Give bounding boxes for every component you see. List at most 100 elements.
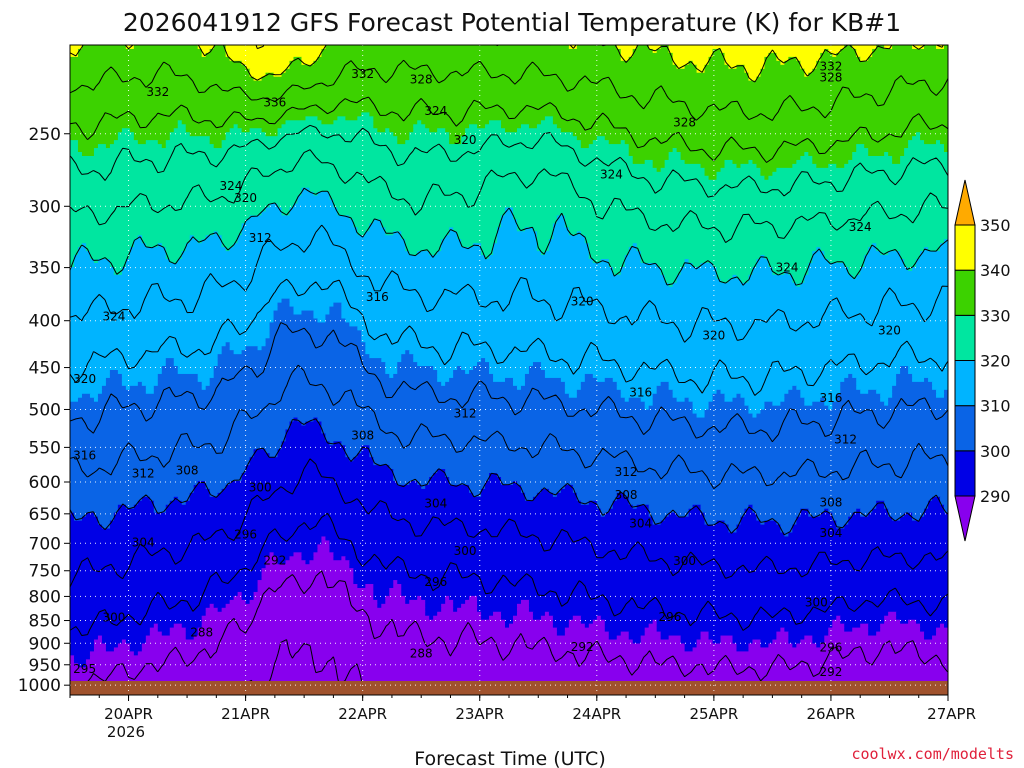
temperature-band-cell (373, 120, 418, 125)
temperature-band-cell (129, 647, 143, 652)
temperature-band-cell (445, 595, 450, 601)
temperature-band-cell (157, 377, 199, 383)
temperature-band-cell (900, 366, 909, 371)
temperature-band-cell (221, 140, 398, 145)
temperature-band-cell (70, 465, 247, 470)
temperature-band-cell (808, 270, 849, 276)
temperature-band-cell (373, 116, 546, 121)
temperature-band-cell (77, 52, 203, 58)
temperature-band-cell (544, 116, 554, 121)
temperature-band-cell (273, 552, 295, 557)
temperature-band-cell (301, 56, 319, 62)
temperature-band-cell (688, 512, 706, 518)
contour-label: 332 (146, 85, 169, 99)
temperature-band-cell (209, 48, 227, 54)
temperature-band-cell (852, 373, 897, 379)
temperature-band-cell (81, 393, 91, 399)
temperature-band-cell (896, 611, 948, 617)
contour-label: 300 (673, 554, 696, 568)
temperature-band-cell (153, 389, 566, 395)
temperature-band-cell (832, 405, 948, 411)
temperature-band-cell (197, 627, 558, 633)
temperature-band-cell (70, 595, 235, 601)
temperature-band-cell (317, 548, 331, 553)
temperature-band-cell (680, 266, 718, 272)
x-tick-label: 23APR (455, 705, 504, 723)
temperature-band-cell (389, 591, 402, 597)
contour-label: 292 (571, 640, 594, 654)
temperature-band-cell (301, 552, 315, 557)
temperature-band-cell (780, 528, 793, 534)
temperature-band-cell (516, 603, 530, 609)
contour-label: 304 (819, 526, 842, 540)
temperature-band-cell (692, 409, 706, 415)
temperature-band-cell (137, 140, 147, 145)
temperature-band-cell (628, 635, 642, 641)
temperature-band-cell (556, 124, 948, 129)
temperature-band-cell (924, 512, 948, 518)
temperature-band-cell (397, 136, 410, 141)
temperature-band-cell (876, 389, 893, 395)
temperature-band-cell (864, 262, 905, 268)
temperature-band-cell (652, 393, 674, 399)
temperature-band-cell (389, 465, 948, 470)
temperature-band-cell (345, 453, 358, 458)
temperature-band-cell (70, 108, 948, 113)
temperature-band-cell (389, 128, 414, 133)
temperature-band-cell (417, 251, 430, 256)
temperature-band-cell (668, 48, 714, 54)
temperature-band-cell (704, 171, 718, 177)
temperature-band-cell (141, 235, 191, 240)
temperature-band-cell (229, 128, 243, 133)
temperature-band-cell (121, 381, 139, 387)
temperature-band-cell (449, 231, 458, 236)
temperature-band-cell (612, 377, 845, 383)
temperature-band-cell (393, 231, 402, 236)
temperature-band-cell (489, 255, 590, 260)
temperature-band-cell (181, 255, 486, 260)
temperature-band-cell (748, 504, 754, 510)
temperature-band-cell (612, 270, 622, 276)
temperature-band-cell (205, 611, 426, 617)
temperature-band-cell (844, 524, 948, 530)
temperature-band-cell (70, 132, 119, 137)
temperature-band-cell (493, 243, 538, 248)
temperature-band-cell (892, 385, 933, 391)
temperature-band-cell (784, 393, 801, 399)
temperature-band-cell (70, 417, 295, 423)
temperature-band-cell (836, 520, 849, 526)
temperature-band-cell (405, 350, 410, 355)
temperature-band-cell (904, 148, 945, 153)
temperature-band-cell (281, 124, 374, 129)
temperature-band-cell (848, 266, 861, 272)
temperature-band-cell (70, 536, 323, 542)
temperature-band-cell (844, 627, 853, 633)
contour-label: 300 (805, 595, 828, 609)
temperature-band-cell (241, 595, 255, 601)
temperature-band-cell (70, 302, 279, 308)
temperature-band-cell (229, 480, 398, 486)
temperature-band-cell (624, 259, 642, 264)
temperature-band-cell (70, 409, 694, 415)
temperature-band-cell (752, 639, 762, 645)
temperature-band-cell (309, 187, 948, 193)
temperature-band-cell (70, 259, 75, 264)
temperature-band-cell (656, 48, 670, 54)
grid-layer (70, 45, 948, 695)
temperature-band-cell (505, 211, 514, 217)
temperature-band-cell (97, 520, 111, 526)
temperature-band-cell (728, 278, 742, 284)
temperature-band-cell (353, 457, 374, 462)
temperature-band-cell (70, 195, 299, 201)
temperature-band-cell (341, 306, 948, 312)
temperature-band-cell (301, 556, 315, 561)
temperature-band-cell (70, 544, 319, 549)
temperature-band-cell (516, 611, 534, 617)
temperature-band-cell (209, 381, 442, 387)
temperature-band-cell (185, 128, 231, 133)
temperature-band-cell (425, 124, 470, 129)
temperature-band-cell (672, 148, 678, 153)
temperature-band-cell (70, 358, 167, 363)
temperature-band-cell (70, 191, 303, 197)
temperature-band-cell (217, 358, 382, 363)
